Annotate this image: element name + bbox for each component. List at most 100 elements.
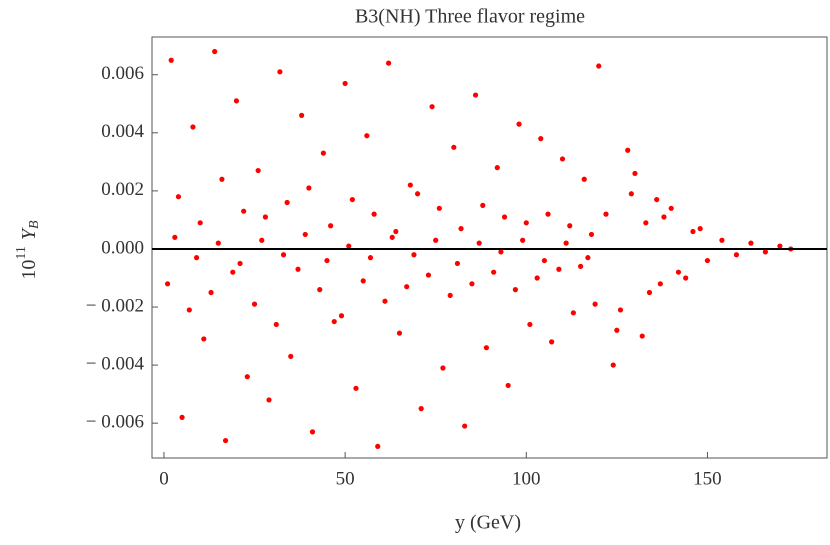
point (683, 275, 689, 281)
point (538, 136, 544, 142)
point (581, 176, 587, 182)
point (610, 362, 616, 368)
point (429, 104, 435, 110)
point (541, 257, 547, 264)
point (277, 69, 283, 75)
point (367, 255, 374, 261)
point (201, 336, 207, 342)
point (208, 289, 214, 296)
point (505, 382, 511, 389)
point (661, 214, 667, 220)
y-tick-label: − 0.004 (86, 353, 145, 374)
point (425, 272, 432, 278)
point (244, 374, 250, 380)
point (762, 249, 769, 255)
point (462, 423, 468, 429)
point (360, 278, 366, 284)
y-axis-label: 1011 YB (14, 220, 42, 280)
point (668, 205, 674, 211)
point (559, 156, 566, 162)
point (476, 240, 482, 246)
point (527, 321, 533, 328)
point (320, 150, 326, 156)
point (353, 385, 359, 391)
point (338, 313, 345, 319)
point (262, 214, 269, 220)
point (222, 437, 229, 444)
point (259, 237, 265, 243)
x-tick-label: 50 (336, 468, 355, 489)
point (632, 170, 638, 177)
point (288, 353, 294, 359)
point (175, 194, 182, 200)
plot-frame (151, 36, 828, 459)
point (230, 269, 236, 275)
point (364, 133, 370, 139)
point (534, 275, 540, 281)
point (346, 243, 352, 249)
point (186, 307, 192, 313)
point (255, 167, 261, 174)
point (190, 124, 196, 130)
point (494, 165, 500, 171)
point (617, 307, 624, 313)
point (241, 208, 247, 214)
x-tick-label: 150 (693, 468, 722, 489)
point (219, 176, 225, 182)
point (215, 240, 221, 246)
point (179, 414, 185, 420)
point (411, 252, 417, 258)
point (567, 223, 573, 229)
point (404, 284, 410, 290)
point (596, 63, 602, 69)
y-tick-label: 0.006 (101, 63, 144, 84)
point (273, 321, 279, 328)
point (603, 211, 609, 217)
point (284, 199, 290, 206)
point (306, 185, 312, 191)
y-label-base: 10 (18, 260, 40, 280)
point (704, 257, 711, 264)
point (251, 301, 258, 307)
point (657, 281, 663, 287)
point (639, 333, 645, 339)
point (516, 121, 522, 127)
point (302, 231, 308, 238)
point (342, 80, 348, 87)
point (407, 182, 413, 188)
point (625, 147, 631, 153)
point (469, 281, 475, 287)
point (233, 98, 240, 104)
point (385, 60, 392, 66)
point (168, 57, 174, 63)
point (331, 318, 337, 325)
point (654, 196, 660, 203)
point (454, 260, 461, 267)
y-label-exp: 11 (14, 246, 29, 259)
point (382, 298, 388, 304)
y-tick-label: 0.002 (101, 179, 144, 200)
point (389, 234, 395, 240)
x-tick-label: 100 (512, 468, 541, 489)
x-tick-label: 0 (159, 468, 169, 489)
point (295, 266, 301, 272)
point (748, 240, 754, 246)
point (436, 205, 442, 211)
point (563, 240, 569, 246)
point (414, 191, 421, 197)
y-tick-label: 0.000 (101, 237, 144, 258)
point (545, 211, 551, 217)
point (299, 112, 305, 118)
point (523, 220, 529, 226)
point (520, 237, 526, 243)
point (164, 281, 171, 287)
point (375, 443, 381, 449)
y-label-sub: B (27, 220, 42, 229)
point (719, 237, 725, 243)
y-tick-label: 0.004 (101, 121, 144, 142)
point (212, 48, 218, 55)
point (371, 211, 377, 217)
point (483, 345, 490, 351)
point (324, 257, 330, 264)
